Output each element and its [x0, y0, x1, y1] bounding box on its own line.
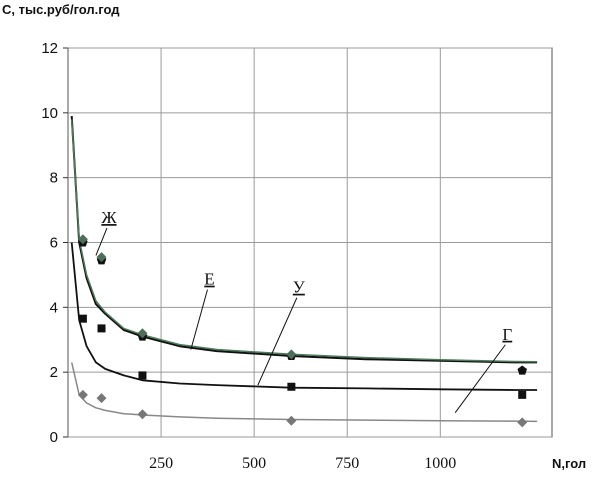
series-line-У [70, 242, 538, 391]
annotation-leader [454, 344, 506, 413]
annotation-label: У [293, 278, 306, 297]
annotation-label: Ж [101, 208, 117, 227]
marker-diamond [77, 234, 88, 245]
y-axis-label: С, тыс.руб/гол.год [2, 2, 120, 17]
marker-diamond [137, 328, 148, 339]
marker-diamond [517, 417, 528, 428]
x-tick-label: 500 [242, 455, 266, 472]
ticks-layer: 0 2 4 6 8 10 12 250 500 750 1000 [41, 40, 456, 472]
marker-square [78, 314, 87, 323]
marker-diamond [77, 389, 88, 400]
marker-diamond [286, 349, 297, 360]
series-line-Е [70, 119, 538, 363]
y-tick-label: 8 [50, 170, 58, 187]
marker-square [138, 371, 147, 380]
y-tick-label: 4 [50, 299, 58, 316]
annotations-layer: Ж Е У Г [95, 208, 512, 413]
markers-layer [77, 234, 528, 428]
x-tick-label: 1000 [424, 455, 456, 472]
y-tick-label: 10 [41, 105, 58, 122]
x-tick-label: 750 [335, 455, 359, 472]
series-line-Г [70, 362, 538, 423]
grid [63, 47, 553, 438]
annotation-leader [95, 227, 108, 256]
annotation-leader [190, 289, 208, 350]
x-tick-label: 250 [149, 455, 173, 472]
y-tick-label: 0 [50, 429, 58, 446]
marker-square [287, 382, 296, 391]
marker-diamond [137, 409, 148, 420]
series-layer [70, 116, 538, 423]
annotation-label: Е [204, 270, 214, 289]
y-tick-label: 2 [50, 364, 58, 381]
marker-diamond [96, 393, 107, 404]
marker-square [518, 390, 527, 399]
marker-diamond [96, 252, 107, 263]
marker-diamond [286, 415, 297, 426]
marker-pentagon [517, 365, 527, 375]
marker-square [97, 324, 106, 333]
series-line-Ж [70, 116, 538, 364]
annotation-leader [257, 297, 298, 386]
y-tick-label: 12 [41, 40, 58, 57]
annotation-label: Г [502, 325, 512, 344]
x-axis-label: N,гол [552, 456, 586, 471]
y-tick-label: 6 [50, 235, 58, 252]
